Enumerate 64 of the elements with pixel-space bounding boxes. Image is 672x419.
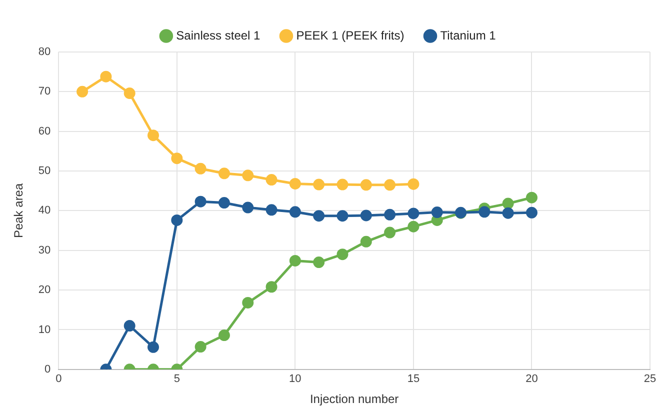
point [502, 198, 514, 210]
legend-label: PEEK 1 (PEEK frits) [296, 28, 404, 42]
y-tick-label: 80 [38, 46, 51, 58]
point [313, 256, 325, 268]
point [502, 207, 514, 219]
point [100, 70, 112, 82]
point [171, 214, 183, 226]
y-tick-label: 0 [44, 363, 51, 376]
point [289, 254, 301, 266]
point [384, 208, 396, 220]
point [194, 196, 206, 208]
point [336, 248, 348, 260]
x-axis-title: Injection number [310, 392, 399, 406]
y-axis-title: Peak area [12, 183, 26, 238]
point [526, 192, 538, 204]
point [76, 86, 88, 98]
point [218, 330, 230, 342]
point [124, 320, 136, 332]
x-tick-label: 10 [289, 373, 302, 386]
legend-label: Sainless steel 1 [176, 28, 261, 42]
point [148, 130, 160, 142]
point [408, 220, 420, 232]
point [266, 281, 278, 293]
point [360, 236, 372, 248]
point [336, 178, 348, 190]
point [266, 204, 278, 216]
point [408, 208, 420, 220]
point [218, 168, 230, 180]
point [242, 202, 254, 214]
point [242, 170, 254, 182]
y-tick-label: 50 [38, 165, 51, 178]
point [360, 179, 372, 191]
point [218, 197, 230, 209]
point [124, 88, 136, 100]
point [171, 152, 183, 164]
y-tick-label: 30 [38, 244, 51, 256]
point [478, 206, 490, 218]
y-tick-label: 20 [38, 284, 51, 296]
point [384, 226, 396, 238]
point [148, 341, 160, 353]
point [313, 210, 325, 222]
point [289, 178, 301, 190]
point [336, 210, 348, 222]
point [384, 179, 396, 191]
y-tick-label: 70 [38, 86, 51, 98]
x-tick-label: 15 [407, 373, 420, 386]
x-tick-label: 20 [526, 373, 538, 386]
y-tick-label: 10 [38, 324, 51, 336]
y-tick-label: 60 [38, 125, 51, 138]
legend-label: Titanium 1 [440, 28, 496, 42]
point [242, 296, 254, 308]
point [526, 206, 538, 218]
x-tick-label: 0 [56, 373, 62, 386]
point [289, 206, 301, 218]
point [194, 341, 206, 353]
point [194, 162, 206, 174]
point [408, 178, 420, 190]
y-tick-label: 40 [38, 204, 51, 217]
x-tick-label: 5 [174, 373, 180, 386]
point [313, 178, 325, 190]
point [431, 206, 443, 218]
point [360, 210, 372, 222]
x-tick-label: 25 [644, 373, 656, 386]
point [266, 174, 278, 186]
